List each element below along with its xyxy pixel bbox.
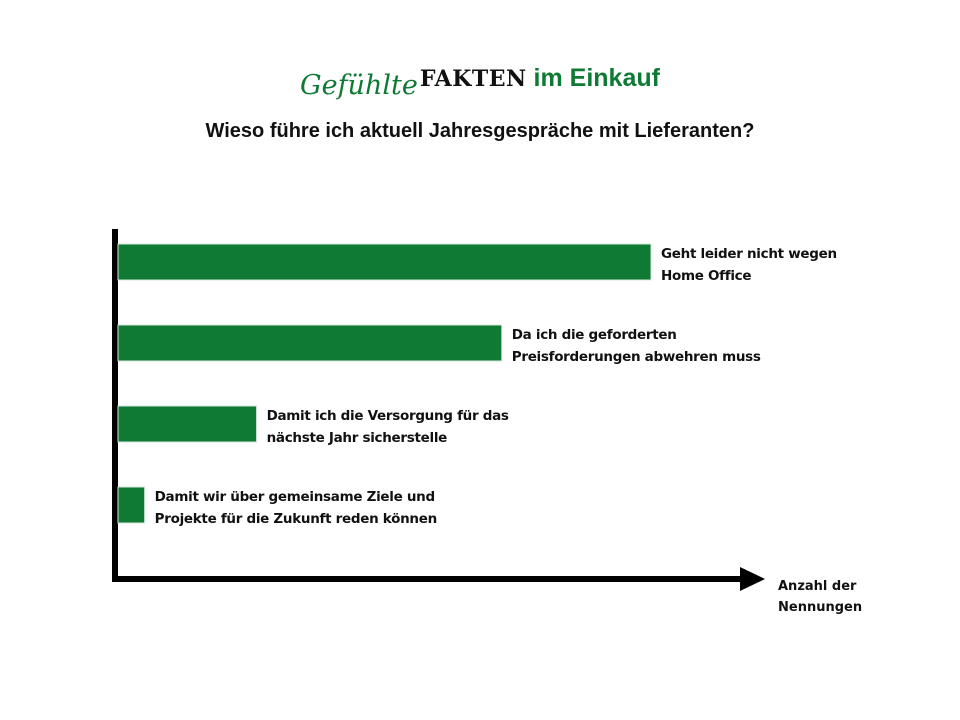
chart-subtitle: Wieso führe ich aktuell Jahresgespräche …: [205, 120, 755, 142]
bar-label-line: Preisforderungen abwehren muss: [511, 349, 761, 365]
x-axis-label-line-2: Nennungen: [778, 600, 863, 615]
bar: [117, 243, 652, 281]
bar-label-line: Geht leider nicht wegen: [661, 246, 837, 262]
brand-title: GefühlteFAKTEN im Einkauf: [0, 62, 960, 101]
bar-label: Geht leider nicht wegen Home Office: [661, 243, 960, 287]
bar-label-line: Da ich die geforderten: [511, 327, 677, 343]
brand-rest-text: im Einkauf: [526, 64, 660, 92]
brand-bold-text: FAKTEN: [419, 66, 527, 92]
bar-label: Damit wir über gemeinsame Ziele und Proje…: [155, 486, 485, 530]
bar: [117, 486, 146, 524]
x-axis-arrowhead: [740, 567, 765, 591]
brand-italic-text: Gefühlte: [300, 70, 418, 101]
bar-label-line: Damit wir über gemeinsame Ziele und: [154, 489, 436, 505]
bar-label: Da ich die geforderten Preisforderungen a…: [512, 324, 842, 368]
bar: [117, 324, 503, 362]
bar: [117, 405, 258, 443]
x-axis-label-line-1: Anzahl der: [778, 579, 857, 594]
bar-label: Damit ich die Versorgung für das nächste …: [267, 405, 597, 449]
bar-label-line: Damit ich die Versorgung für das: [266, 408, 509, 424]
bar-label-line: Projekte für die Zukunft reden können: [154, 511, 438, 527]
x-axis-label: Anzahl der Nennungen: [778, 576, 908, 618]
bar-label-line: nächste Jahr sicherstelle: [266, 430, 448, 446]
bar-label-line: Home Office: [661, 268, 752, 284]
